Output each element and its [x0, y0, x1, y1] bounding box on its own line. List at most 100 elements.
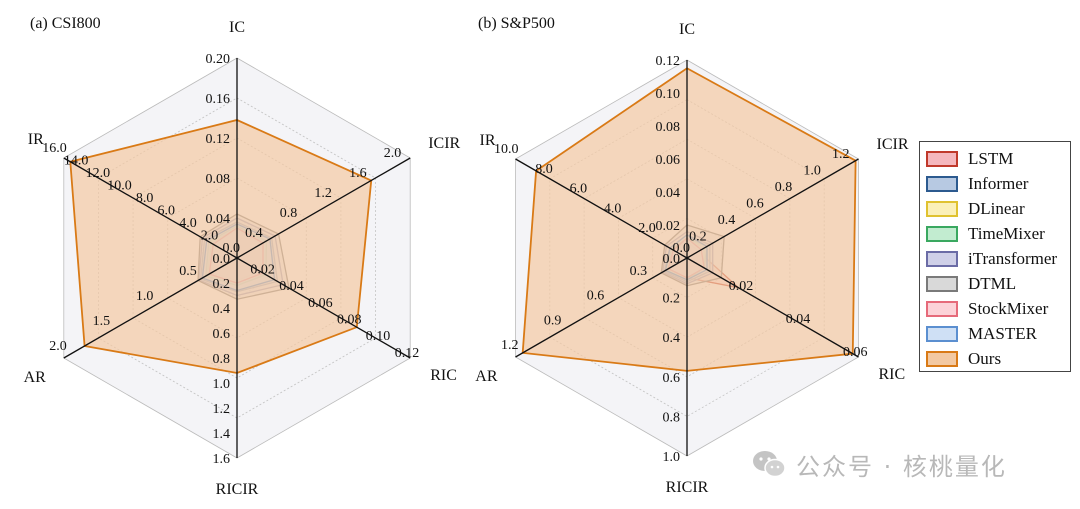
- tick-label-ic: 0.10: [656, 87, 681, 102]
- tick-label-ir: 4.0: [179, 216, 197, 231]
- tick-label-ic: 0.16: [206, 92, 231, 107]
- wechat-icon: [753, 451, 786, 478]
- radar-chart-2: 0.02 0.04 0.06 0.08 0.10 0.12 IC 0.2 0.4 0.6 0.8 1.…: [475, 15, 909, 496]
- legend-label: Informer: [968, 174, 1029, 193]
- tick-label-ic: 0.04: [206, 212, 231, 227]
- legend-swatch: [926, 176, 958, 192]
- tick-label-ir: 8.0: [136, 191, 154, 206]
- tick-label-ricir: 0.8: [213, 352, 231, 367]
- legend-swatch: [926, 251, 958, 267]
- tick-label-icir: 1.6: [349, 166, 367, 181]
- axis-line-icir: [236, 157, 411, 259]
- legend-item-dtml: DTML: [926, 272, 1016, 296]
- tick-label-ric: 0.04: [786, 312, 811, 327]
- axis-line-ar: [515, 257, 688, 358]
- tick-label-icir: 0.4: [718, 213, 736, 228]
- tick-label-icir: 1.2: [832, 147, 850, 162]
- tick-label-icir: 1.2: [314, 186, 332, 201]
- axis-label-ric: RIC: [430, 367, 457, 384]
- legend-item-timemixer: TimeMixer: [926, 222, 1045, 246]
- tick-label-ir: 12.0: [86, 166, 111, 181]
- legend-item-stockmixer: StockMixer: [926, 297, 1048, 321]
- tick-label-ricir: 0.4: [663, 331, 681, 346]
- axis-label-ic: IC: [229, 19, 245, 36]
- tick-label-ricir: 1.6: [213, 452, 231, 467]
- tick-label-ricir: 0.2: [663, 292, 681, 307]
- tick-label-ar: 1.5: [93, 314, 111, 329]
- tick-label-ic: 0.08: [656, 120, 681, 135]
- tick-label-ric: 0.06: [308, 296, 333, 311]
- tick-label-ric: 0.04: [279, 279, 304, 294]
- tick-label-ar: 1.0: [136, 289, 154, 304]
- tick-label-ric: 0.10: [366, 329, 391, 344]
- legend-item-informer: Informer: [926, 172, 1028, 196]
- legend-label: MASTER: [968, 324, 1037, 343]
- axis-label-ir: IR: [480, 132, 496, 149]
- radar-chart-1: 0.04 0.08 0.12 0.16 0.20 IC 0.4 0.8 1.2 1.6 2.0 ICI…: [24, 15, 461, 498]
- axis-line-ar: [63, 257, 238, 359]
- tick-label-ar: 0.3: [630, 264, 648, 279]
- tick-label-ic: 0.04: [656, 186, 681, 201]
- tick-label-icir: 1.0: [803, 163, 821, 178]
- legend-label: LSTM: [968, 149, 1014, 168]
- watermark-text: 公众号 · 核桃量化: [796, 452, 1007, 481]
- tick-label-ar: 0.9: [544, 313, 562, 328]
- tick-label-ir: 16.0: [42, 141, 67, 156]
- axis-label-ar: AR: [24, 369, 47, 386]
- axis-label-ar: AR: [475, 368, 498, 385]
- tick-label-ricir: 0.6: [663, 371, 681, 386]
- tick-label-ir: 6.0: [570, 182, 588, 197]
- tick-label-ricir: 0.2: [213, 277, 231, 292]
- chart-title: (b) S&P500: [478, 15, 555, 32]
- tick-label-ric: 0.12: [395, 346, 420, 361]
- tick-label-ric: 0.02: [729, 279, 754, 294]
- tick-label-ar: 0.6: [587, 289, 605, 304]
- legend-item-dlinear: DLinear: [926, 197, 1025, 221]
- legend: LSTM Informer DLinear TimeMixer iTransformer…: [919, 141, 1071, 372]
- axis-line-ric: [686, 257, 859, 358]
- tick-label-icir: 2.0: [384, 146, 402, 161]
- axis-label-icir: ICIR: [428, 135, 460, 152]
- axis-label-icir: ICIR: [877, 136, 909, 153]
- tick-label-ir: 10.0: [494, 142, 519, 157]
- tick-label-ir: 6.0: [158, 204, 176, 219]
- tick-label-ic: 0.12: [656, 54, 681, 69]
- tick-label-ic: 0.08: [206, 172, 231, 187]
- tick-label-ricir: 0.0: [213, 252, 231, 267]
- tick-label-ic: 0.02: [656, 219, 681, 234]
- tick-label-ricir: 1.2: [213, 402, 231, 417]
- tick-label-ricir: 1.0: [663, 450, 681, 465]
- tick-label-ir: 2.0: [638, 221, 656, 236]
- axis-label-ric: RIC: [879, 366, 906, 383]
- legend-swatch: [926, 276, 958, 292]
- legend-swatch: [926, 351, 958, 367]
- axis-label-ricir: RICIR: [216, 481, 259, 498]
- legend-label: iTransformer: [968, 249, 1058, 268]
- legend-label: Ours: [968, 349, 1002, 368]
- tick-label-ic: 0.06: [656, 153, 681, 168]
- tick-label-ar: 1.2: [501, 338, 519, 353]
- legend-item-master: MASTER: [926, 322, 1037, 346]
- tick-label-ric: 0.02: [250, 263, 275, 278]
- axis-label-ir: IR: [28, 131, 44, 148]
- tick-label-ricir: 1.4: [213, 427, 231, 442]
- tick-label-ricir: 0.8: [663, 410, 681, 425]
- axis-label-ic: IC: [679, 21, 695, 38]
- legend-swatch: [926, 201, 958, 217]
- legend-item-itransformer: iTransformer: [926, 247, 1057, 271]
- tick-label-ricir: 0.4: [213, 302, 231, 317]
- watermark: 公众号 · 核桃量化: [752, 446, 1007, 482]
- legend-label: StockMixer: [968, 299, 1049, 318]
- tick-label-ic: 0.12: [206, 132, 231, 147]
- tick-label-ir: 0.0: [673, 241, 691, 256]
- chart-title: (a) CSI800: [30, 15, 101, 32]
- legend-swatch: [926, 226, 958, 242]
- tick-label-icir: 0.4: [245, 226, 263, 241]
- legend-swatch: [926, 326, 958, 342]
- tick-label-ir: 8.0: [535, 162, 553, 177]
- tick-label-ir: 0.0: [223, 241, 241, 256]
- axis-line-ric: [236, 257, 411, 359]
- tick-label-ir: 14.0: [64, 154, 89, 169]
- tick-label-icir: 0.8: [280, 206, 298, 221]
